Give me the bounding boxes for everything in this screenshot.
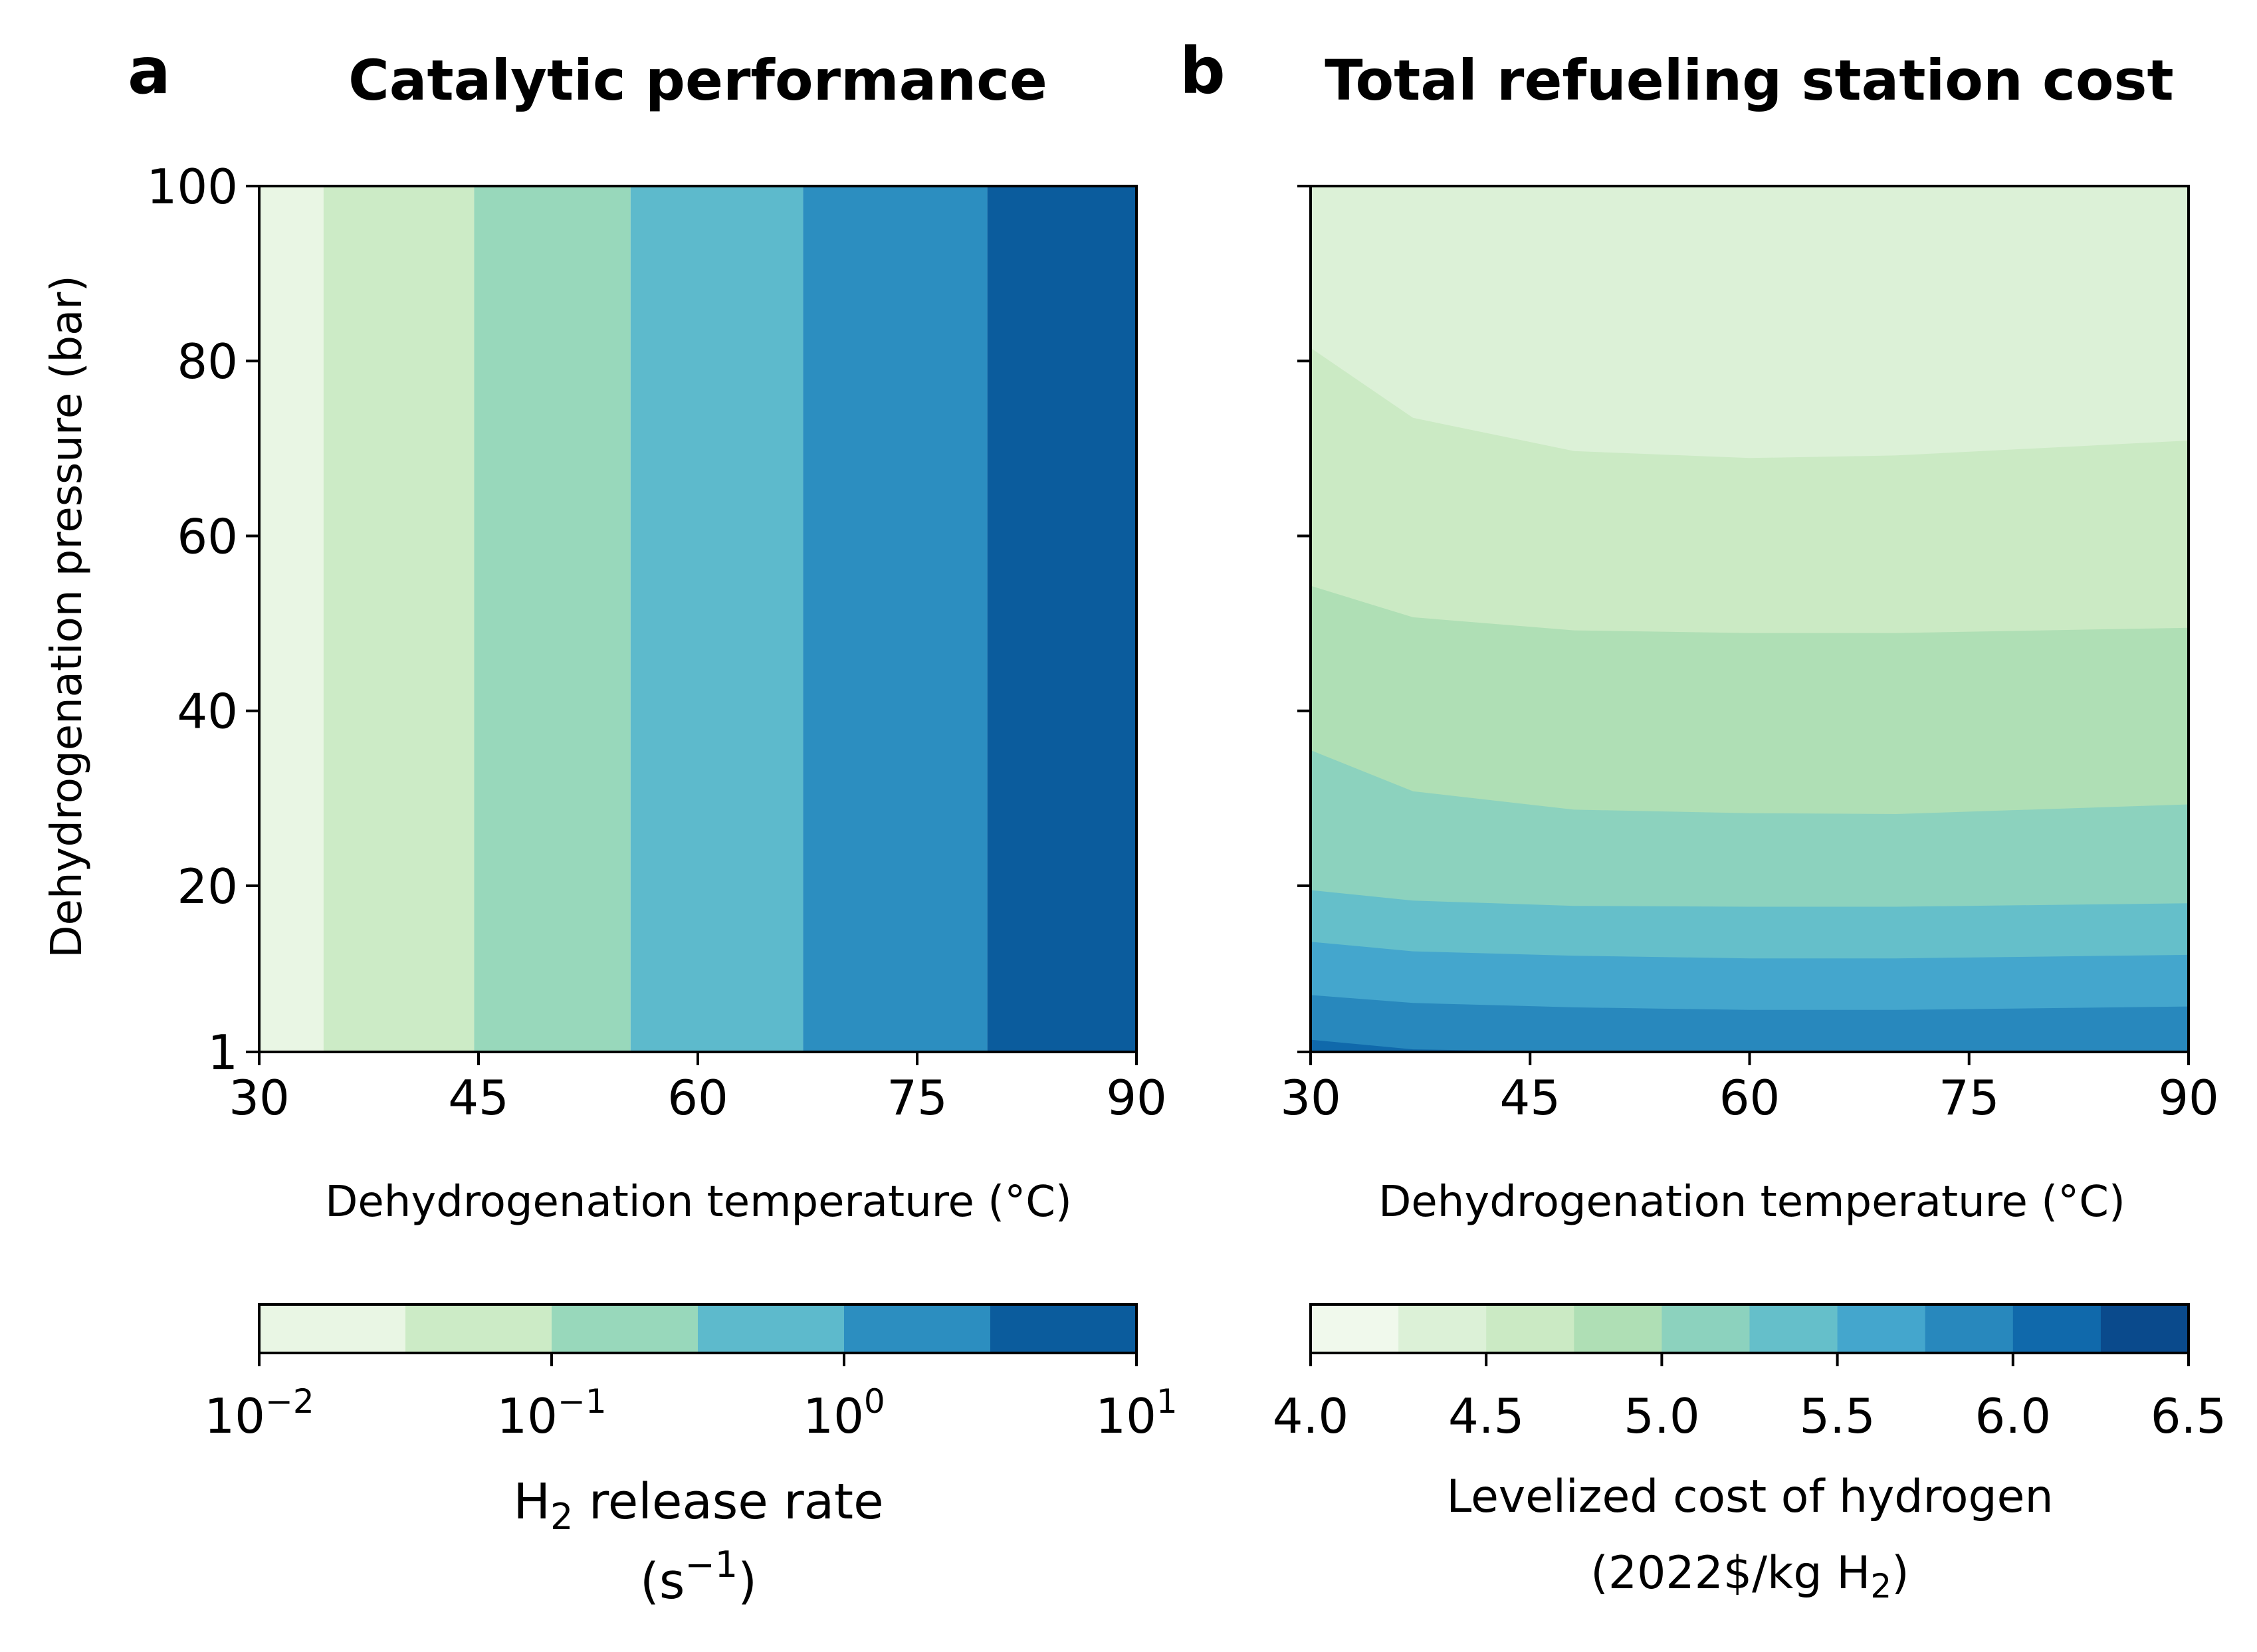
panel-b-x-tick-label: 30 (1280, 1070, 1341, 1126)
panel-b-x-tick-label: 90 (2158, 1070, 2219, 1126)
panel-a-colorbar-segment (259, 1304, 406, 1353)
panel-a-y-tick-label: 40 (177, 684, 238, 740)
panel-a-band-3 (474, 186, 631, 1052)
panel-b-colorbar-segment (1486, 1304, 1574, 1353)
panel-a-band-5 (803, 186, 988, 1052)
panel-b-colorbar-segment (1837, 1304, 1926, 1353)
panel-b-colorbar-segment (1574, 1304, 1662, 1353)
panel-a-colorbar-segment (552, 1304, 699, 1353)
panel-a-colorbar-segment (698, 1304, 845, 1353)
panel-a-colorbar-segment (990, 1304, 1137, 1353)
panel-a-y-tick-label: 20 (177, 859, 238, 914)
panel-a-colorbar-frame (258, 1303, 1138, 1354)
panel-b-colorbar-label-line2: (2022$/kg H2) (1590, 1547, 1909, 1605)
panel-a-colorbar: 10−2 10−1 100 101 (204, 1303, 1178, 1444)
panel-a-colorbar-tick-label: 100 (803, 1382, 885, 1444)
panel-b-colorbar-segment (1311, 1304, 1399, 1353)
h2-symbol: H (513, 1473, 550, 1530)
panel-a-letter: a (128, 34, 171, 108)
release-rate-text: release rate (573, 1473, 883, 1530)
panel-a-x-tick-label: 90 (1106, 1070, 1167, 1126)
panel-b-x-tick-label: 45 (1499, 1070, 1560, 1126)
panel-b-colorbar-tick-label: 6.5 (2151, 1388, 2227, 1444)
panel-a-y-tick-label: 80 (177, 334, 238, 389)
panel-b-plot-area: 30 45 60 75 90 (1280, 185, 2219, 1126)
panel-b-colorbar-segment (2100, 1304, 2189, 1353)
panel-a-y-tick-label: 60 (177, 508, 238, 564)
panel-a-colorbar-label-line1: H2 release rate (513, 1473, 883, 1538)
panel-a-catalytic-performance: a Catalytic performance 30 45 60 75 90 1 20 40 6… (43, 34, 1178, 1610)
panel-b-colorbar-segment (2012, 1304, 2101, 1353)
panel-b-colorbar: 4.0 4.5 5.0 5.5 6.0 6.5 (1273, 1303, 2227, 1444)
panel-b-refueling-station-cost: b Total refueling station cost 30 45 60 75 9… (1180, 34, 2226, 1605)
panel-a-colorbar-tick-label: 101 (1095, 1382, 1177, 1444)
panel-a-colorbar-segment (844, 1304, 991, 1353)
panel-b-colorbar-segment (1749, 1304, 1838, 1353)
panel-a-band-6 (987, 186, 1136, 1052)
panel-b-colorbar-segment (1925, 1304, 2014, 1353)
panel-a-band-1 (259, 186, 324, 1052)
panel-a-band-2 (323, 186, 475, 1052)
panel-b-colorbar-tick-label: 6.0 (1975, 1388, 2052, 1444)
panel-b-colorbar-tick-label: 5.5 (1799, 1388, 1876, 1444)
panel-b-title: Total refueling station cost (1325, 48, 2173, 113)
panel-a-y-tick-label: 1 (207, 1025, 238, 1081)
panel-a-x-tick-label: 30 (229, 1070, 290, 1126)
panel-a-y-tick-label: 100 (147, 159, 238, 215)
panel-a-plot-area: 30 45 60 75 90 1 20 40 60 80 100 (147, 159, 1167, 1126)
panel-a-colorbar-label-line2: (s−1) (640, 1544, 757, 1610)
panel-b-letter: b (1180, 34, 1226, 108)
panel-b-x-tick-label: 60 (1719, 1070, 1780, 1126)
panel-a-band-4 (630, 186, 804, 1052)
panel-b-x-axis-label: Dehydrogenation temperature (°C) (1378, 1178, 2125, 1227)
panel-a-x-axis-label: Dehydrogenation temperature (°C) (325, 1178, 1072, 1227)
panel-b-colorbar-frame (1309, 1303, 2190, 1354)
panel-a-colorbar-segment (405, 1304, 552, 1353)
panel-a-y-axis-label: Dehydrogenation pressure (bar) (43, 275, 92, 958)
panel-b-colorbar-tick-label: 4.0 (1273, 1388, 1349, 1444)
panel-b-colorbar-tick-label: 4.5 (1448, 1388, 1525, 1444)
panel-a-x-tick-label: 45 (448, 1070, 509, 1126)
panel-b-colorbar-segment (1662, 1304, 1750, 1353)
panel-b-colorbar-tick-label: 5.0 (1624, 1388, 1700, 1444)
panel-b-colorbar-segment (1398, 1304, 1487, 1353)
panel-a-x-tick-label: 60 (667, 1070, 728, 1126)
panel-b-x-tick-label: 75 (1939, 1070, 2000, 1126)
panel-a-x-tick-label: 75 (887, 1070, 948, 1126)
panel-a-colorbar-tick-label: 10−2 (204, 1382, 314, 1444)
panel-a-colorbar-tick-label: 10−1 (496, 1382, 606, 1444)
panel-b-contour-region-6 (1311, 995, 2189, 1052)
h2-subscript: 2 (550, 1496, 573, 1538)
panel-a-title: Catalytic performance (348, 48, 1047, 113)
panel-b-colorbar-label-line1: Levelized cost of hydrogen (1446, 1471, 2053, 1523)
